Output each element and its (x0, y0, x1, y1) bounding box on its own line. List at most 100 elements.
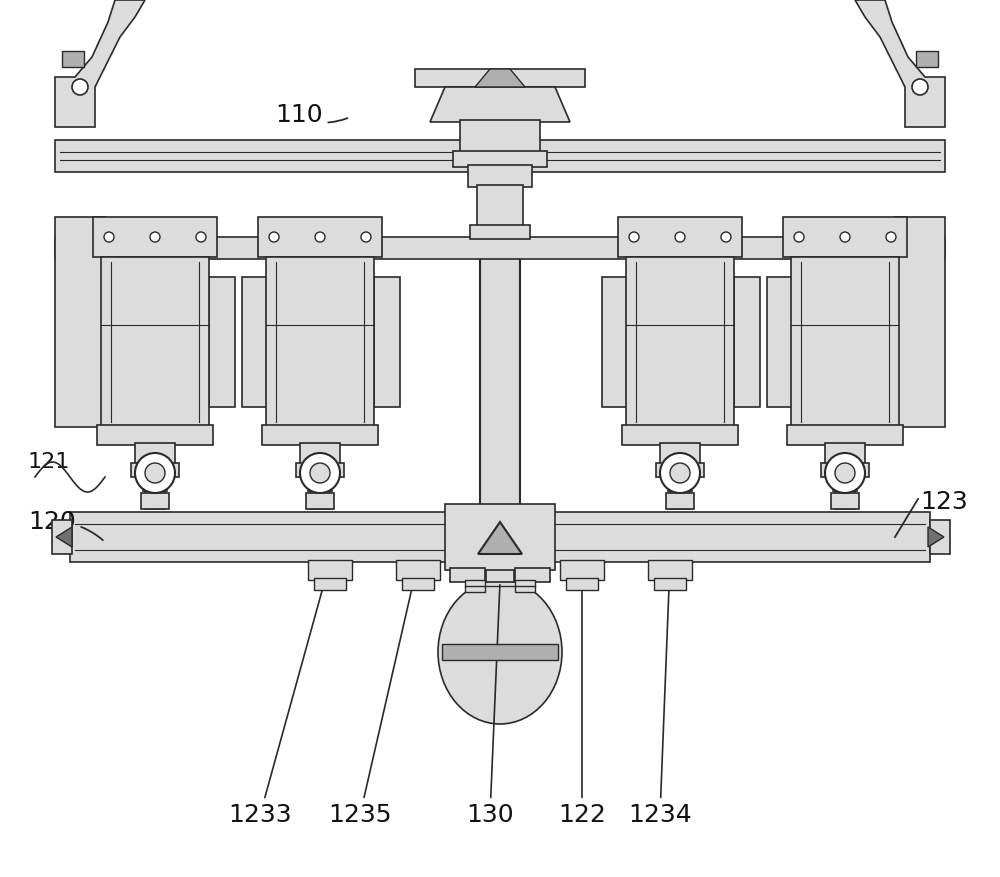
Bar (450, 568, 485, 582)
Bar (97, 425, 213, 445)
Bar (835, 491, 855, 509)
Bar (767, 277, 793, 407)
Circle shape (145, 463, 165, 483)
Bar (296, 463, 344, 477)
Bar (306, 493, 334, 509)
Circle shape (150, 232, 160, 242)
Bar (821, 463, 869, 477)
Bar (602, 277, 628, 407)
Circle shape (361, 232, 371, 242)
Bar (460, 120, 540, 152)
Bar (101, 257, 209, 427)
Polygon shape (928, 527, 944, 547)
Text: 121: 121 (28, 452, 70, 472)
Bar (374, 277, 400, 407)
Bar (453, 151, 547, 167)
Polygon shape (56, 527, 72, 547)
Bar (141, 493, 169, 509)
Bar (209, 277, 235, 407)
Bar (666, 493, 694, 509)
Bar (783, 217, 907, 257)
Text: 1234: 1234 (628, 565, 692, 827)
Bar (55, 237, 945, 259)
Bar (916, 51, 938, 67)
Bar (300, 443, 340, 465)
Bar (145, 491, 165, 509)
Bar (266, 257, 374, 427)
Text: 130: 130 (466, 585, 514, 827)
Bar (314, 578, 346, 590)
Bar (470, 225, 530, 239)
Polygon shape (55, 0, 145, 127)
Bar (566, 578, 598, 590)
Circle shape (840, 232, 850, 242)
Bar (55, 217, 105, 427)
Bar (480, 237, 520, 509)
Text: 123: 123 (920, 490, 968, 514)
Bar (77, 277, 103, 407)
Bar (308, 560, 352, 580)
Text: 1233: 1233 (228, 565, 329, 827)
Bar (477, 185, 523, 227)
Bar (402, 578, 434, 590)
Circle shape (196, 232, 206, 242)
Bar (310, 491, 330, 509)
Bar (135, 443, 175, 465)
Bar (654, 578, 686, 590)
Bar (833, 475, 857, 491)
Circle shape (886, 232, 896, 242)
Text: 110: 110 (275, 103, 347, 127)
Circle shape (315, 232, 325, 242)
Circle shape (310, 463, 330, 483)
Bar (445, 504, 555, 570)
Bar (560, 560, 604, 580)
Bar (622, 425, 738, 445)
Bar (515, 580, 535, 592)
Polygon shape (430, 87, 570, 122)
Bar (825, 443, 865, 465)
Bar (55, 140, 945, 172)
Bar (734, 277, 760, 407)
Bar (787, 425, 903, 445)
Bar (668, 475, 692, 491)
Bar (626, 257, 734, 427)
Circle shape (300, 453, 340, 493)
Circle shape (794, 232, 804, 242)
Text: 122: 122 (558, 565, 606, 827)
Circle shape (721, 232, 731, 242)
Bar (131, 463, 179, 477)
Bar (468, 165, 532, 187)
Circle shape (104, 232, 114, 242)
Polygon shape (475, 69, 525, 87)
Bar (486, 554, 514, 582)
Bar (93, 217, 217, 257)
Bar (930, 520, 950, 554)
Bar (52, 520, 72, 554)
Bar (258, 217, 382, 257)
Circle shape (675, 232, 685, 242)
Bar (656, 463, 704, 477)
Bar (515, 568, 550, 582)
Bar (396, 560, 440, 580)
Polygon shape (855, 0, 945, 127)
Bar (143, 475, 167, 491)
Bar (415, 69, 585, 87)
Polygon shape (478, 522, 522, 554)
Ellipse shape (438, 580, 562, 724)
Bar (618, 217, 742, 257)
Circle shape (269, 232, 279, 242)
Circle shape (660, 453, 700, 493)
Bar (465, 580, 485, 592)
Bar (648, 560, 692, 580)
Bar (791, 257, 899, 427)
Bar (670, 491, 690, 509)
Circle shape (72, 79, 88, 95)
Text: 120: 120 (28, 510, 103, 540)
Bar (831, 493, 859, 509)
Circle shape (825, 453, 865, 493)
Bar (262, 425, 378, 445)
Circle shape (670, 463, 690, 483)
Bar (242, 277, 268, 407)
Bar (442, 644, 558, 660)
Bar (308, 475, 332, 491)
